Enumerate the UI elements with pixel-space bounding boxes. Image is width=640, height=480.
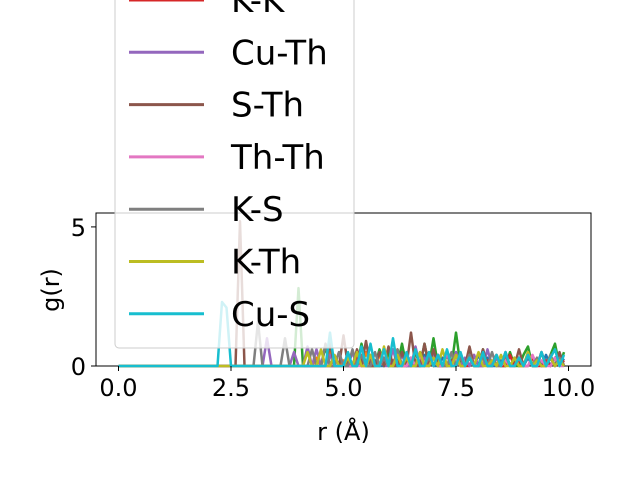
legend-label: Th-Th — [230, 138, 325, 178]
legend-label: S-Th — [231, 86, 304, 126]
y-axis-title: g(r) — [37, 268, 65, 312]
x-tick-label: 2.5 — [212, 374, 250, 402]
y-axis-ticks: 05 — [71, 214, 96, 381]
series-lines — [118, 220, 566, 368]
y-tick-label: 5 — [71, 214, 86, 242]
x-axis-ticks: 0.0 2.5 5.0 7.5 10.0 — [99, 366, 595, 402]
x-tick-label: 5.0 — [324, 374, 362, 402]
legend-label: K-K — [231, 0, 286, 21]
x-tick-label: 0.0 — [99, 374, 137, 402]
x-tick-label: 7.5 — [437, 374, 475, 402]
legend-label: K-S — [231, 190, 284, 230]
y-tick-label: 0 — [71, 353, 86, 381]
legend-label: Cu-S — [231, 295, 310, 335]
x-tick-label: 10.0 — [542, 374, 595, 402]
legend-label: K-Th — [231, 243, 301, 283]
legend: K-K Cu-Th S-Th Th-Th K-S K-Th Cu-S — [114, 0, 355, 349]
legend-label: Cu-Th — [231, 33, 328, 73]
series-line-cu-s — [118, 300, 566, 368]
x-axis-title: r (Å) — [317, 417, 370, 446]
